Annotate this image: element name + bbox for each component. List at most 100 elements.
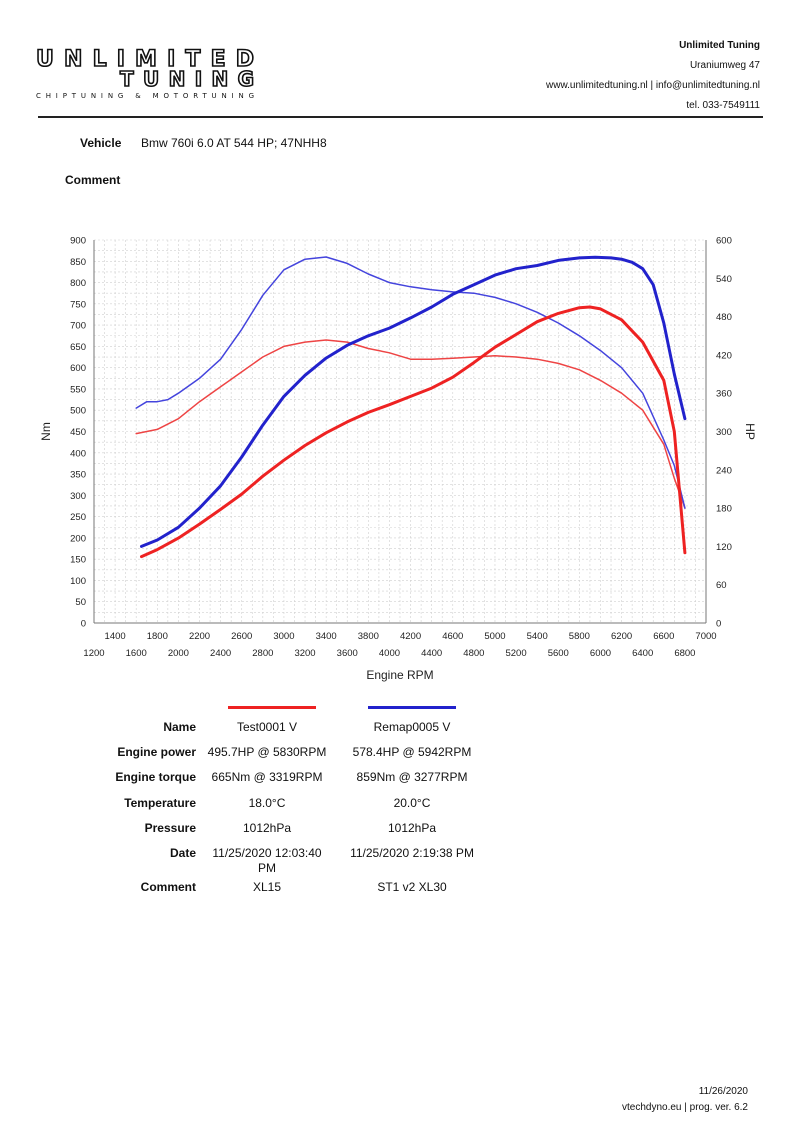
x-tick-label-top: 7000 [695,631,716,642]
y-left-tick-label: 500 [70,406,86,417]
y-left-tick-label: 450 [70,427,86,438]
x-tick-label-top: 2600 [231,631,252,642]
row-power-label: Engine power [117,745,196,759]
y-left-tick-label: 100 [70,576,86,587]
y-right-tick-label: 0 [716,619,721,630]
y-right-tick-label: 480 [716,312,732,323]
row-date-value-1: 11/25/2020 12:03:40 [212,846,322,860]
y-right-tick-label: 540 [716,274,732,285]
y-right-tick-label: 600 [716,236,732,247]
y-right-tick-label: 420 [716,350,732,361]
footer: 11/26/2020 vtechdyno.eu | prog. ver. 6.2 [622,1084,748,1116]
row-comment-label: Comment [140,880,196,894]
x-tick-label-top: 5000 [484,631,505,642]
unlimited-tuning-logo: UNLIMITED TUNING CHIPTUNING & MOTORTUNIN… [36,46,256,100]
x-tick-label-top: 3000 [273,631,294,642]
x-tick-label-top: 4600 [442,631,463,642]
row-temperature-value-2: 20.0°C [393,796,431,810]
legend-line-test [228,706,316,709]
row-pressure-value-2: 1012hPa [387,821,437,835]
y-left-tick-label: 650 [70,342,86,353]
comment-label: Comment [65,173,121,187]
header-divider [38,116,763,118]
x-tick-label-top: 3400 [316,631,337,642]
footer-program: vtechdyno.eu | prog. ver. 6.2 [621,1102,748,1113]
row-comment-value-1: XL15 [252,880,282,894]
row-name-value-1: Test0001 V [236,720,298,734]
row-pressure-label: Pressure [144,821,196,835]
x-tick-label-top: 4200 [400,631,421,642]
y-right-tick-label: 60 [716,580,727,591]
y-left-tick-label: 300 [70,491,86,502]
y-left-tick-label: 550 [70,384,86,395]
x-tick-label-top: 6200 [611,631,632,642]
y-left-tick-label: 50 [75,597,86,608]
x-tick-label-bottom: 3600 [337,648,358,659]
x-tick-label-top: 1400 [105,631,126,642]
x-tick-label-top: 5400 [527,631,548,642]
row-torque-value-2: 859Nm @ 3277RPM [356,770,468,784]
power-line-test [140,305,687,559]
x-axis-title: Engine RPM [366,668,433,682]
x-tick-label-bottom: 2000 [168,648,189,659]
y-right-tick-label: 120 [716,542,732,553]
y-left-tick-label: 700 [70,321,86,332]
row-temperature-value-1: 18.0°C [248,796,286,810]
row-pressure-value-1: 1012hPa [242,821,292,835]
y-left-tick-label: 600 [70,363,86,374]
y-right-tick-label: 300 [716,427,732,438]
x-tick-label-bottom: 4400 [421,648,442,659]
x-tick-label-bottom: 2400 [210,648,231,659]
y-left-tick-label: 350 [70,470,86,481]
row-name-label: Name [163,720,196,734]
company-info: Unlimited Tuning Uraniumweg 47 www.unlim… [546,36,760,116]
y-right-tick-label: 360 [716,389,732,400]
y-left-tick-label: 250 [70,512,86,523]
row-date-label: Date [169,846,196,860]
y-right-axis-title: HP [743,423,757,440]
row-torque-value-1: 665Nm @ 3319RPM [211,770,323,784]
vehicle-value: Bmw 760i 6.0 AT 544 HP; 47NHH8 [141,136,327,150]
company-name: Unlimited Tuning [679,40,760,51]
y-left-tick-label: 750 [70,299,86,310]
x-tick-label-bottom: 6400 [632,648,653,659]
x-tick-label-top: 1800 [147,631,168,642]
x-tick-label-top: 5800 [569,631,590,642]
legend-line-remap [368,706,456,709]
x-tick-label-bottom: 1600 [126,648,147,659]
x-tick-label-bottom: 3200 [294,648,315,659]
torque-line-test [135,339,686,509]
row-date-value-1-suffix: PM [258,861,276,875]
logo-subtitle: CHIPTUNING & MOTORTUNING [36,92,254,100]
x-tick-label-bottom: 1200 [83,648,104,659]
row-date-value-2: 11/25/2020 2:19:38 PM [350,846,474,860]
torque-line-remap [135,256,686,509]
y-left-tick-label: 900 [70,236,86,247]
company-web-email: www.unlimitedtuning.nl | info@unlimitedt… [546,80,760,91]
x-tick-label-top: 6600 [653,631,674,642]
dyno-chart: 0 50 100 150 200 250 300 350 400 450 500 550 600 650 7… [39,236,757,683]
y-left-tick-label: 400 [70,448,86,459]
y-left-tick-label: 150 [70,555,86,566]
y-left-axis-title: Nm [39,422,53,441]
row-power-value-1: 495.7HP @ 5830RPM [207,745,327,759]
row-comment-value-2: ST1 v2 XL30 [377,880,447,894]
power-line-remap [140,255,687,548]
x-tick-label-bottom: 4800 [463,648,484,659]
logo-line1: UNLIMITED [36,47,256,72]
footer-date: 11/26/2020 [698,1086,748,1097]
y-left-tick-label: 200 [70,533,86,544]
row-name-value-2: Remap0005 V [373,720,451,734]
row-power-value-2: 578.4HP @ 5942RPM [352,745,472,759]
vehicle-label: Vehicle [80,136,122,150]
company-phone: tel. 033-7549111 [686,100,760,111]
y-right-tick-label: 180 [716,504,732,515]
row-temperature-label: Temperature [124,796,196,810]
y-right-tick-label: 240 [716,465,732,476]
row-torque-label: Engine torque [115,770,196,784]
company-address: Uraniumweg 47 [689,60,760,71]
x-tick-label-bottom: 5600 [548,648,569,659]
x-tick-label-top: 3800 [358,631,379,642]
x-tick-label-bottom: 5200 [505,648,526,659]
y-left-tick-label: 800 [70,278,86,289]
